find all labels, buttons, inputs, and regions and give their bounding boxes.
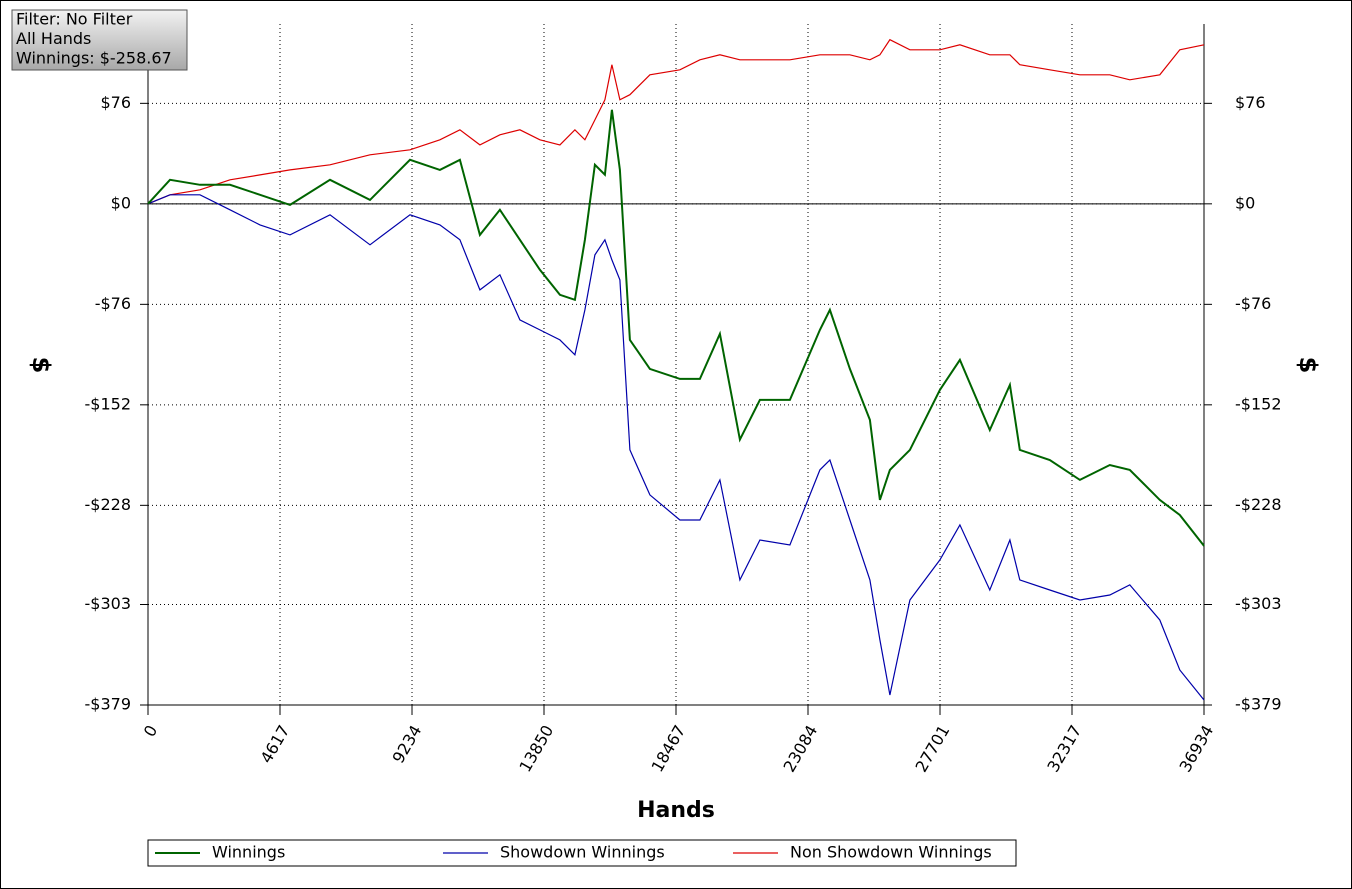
y2-tick-label: -$228 bbox=[1235, 495, 1282, 514]
legend-label: Showdown Winnings bbox=[500, 843, 665, 862]
y-tick-label: $76 bbox=[100, 93, 131, 112]
y2-tick-label: -$303 bbox=[1235, 594, 1282, 613]
annotation: All Hands bbox=[16, 29, 91, 48]
legend-label: Winnings bbox=[212, 843, 285, 862]
series-line bbox=[147, 194, 1205, 701]
y-tick-label: -$152 bbox=[85, 394, 132, 413]
y-tick-label: -$379 bbox=[85, 695, 132, 714]
y2-axis-label: $ bbox=[1294, 357, 1322, 374]
y2-tick-label: $76 bbox=[1235, 93, 1266, 112]
legend-box bbox=[147, 839, 1017, 867]
y-tick-label: -$303 bbox=[85, 594, 132, 613]
y2-tick-label: -$379 bbox=[1235, 695, 1282, 714]
y2-tick-label: $0 bbox=[1235, 193, 1255, 212]
series-line bbox=[147, 109, 1205, 547]
legend-label: Non Showdown Winnings bbox=[790, 843, 992, 862]
y-tick-label: $0 bbox=[111, 193, 131, 212]
annotation: Filter: No Filter bbox=[16, 10, 133, 29]
annotation: Winnings: $-258.67 bbox=[16, 49, 172, 68]
annotation-box bbox=[11, 9, 188, 71]
y-tick-label: -$76 bbox=[95, 294, 131, 313]
y2-tick-label: -$152 bbox=[1235, 394, 1282, 413]
x-axis-label: Hands bbox=[637, 798, 715, 823]
series-line bbox=[147, 38, 1205, 205]
y-axis-label: $ bbox=[27, 357, 55, 374]
y2-tick-label: -$76 bbox=[1235, 294, 1271, 313]
y-tick-label: -$228 bbox=[85, 495, 132, 514]
